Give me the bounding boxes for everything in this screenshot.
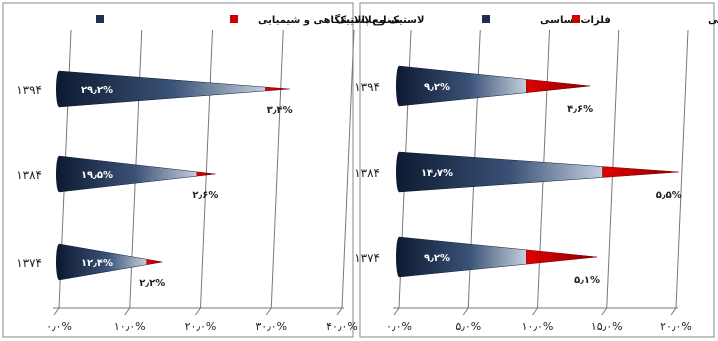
chart1-bar-segment-series1 <box>58 155 198 193</box>
chart2-legend-label: محصولات فلزی فابریکی <box>708 15 718 26</box>
chart1-tick-mark <box>195 307 201 316</box>
chart1-gridline <box>200 29 213 309</box>
chart1-x-tick-label: ۰٫۰% <box>46 320 72 333</box>
chart1-legend-label: لاستیک و پلاستیک <box>336 15 424 26</box>
chart2-bar-segment-series2 <box>602 166 679 178</box>
chart2-tick-mark <box>532 307 538 316</box>
chart1-data-label-series1: ۲۹٫۲% <box>81 85 113 96</box>
chart2-legend-swatch <box>572 15 580 23</box>
chart2-data-label-series1: ۱۴٫۷% <box>421 168 453 179</box>
chart2-data-label-series1: ۹٫۲% <box>424 82 450 93</box>
chart1-year-label: ۱۳۹۴ <box>16 83 42 97</box>
chart1-legend-label: صنایع پالایشگاهی و شیمیایی <box>258 13 401 26</box>
chart1-x-tick-label: ۲۰٫۰% <box>185 320 217 333</box>
chart1-bar-segment-series2 <box>196 171 216 177</box>
chart1-gridline <box>341 29 355 309</box>
chart1-data-label-series2: ۳٫۴% <box>267 105 293 116</box>
chart1-x-tick-label: ۱۰٫۰% <box>114 320 146 333</box>
chart1-tick-mark <box>53 307 60 316</box>
chart2-data-label-series1: ۹٫۲% <box>424 253 450 264</box>
chart1-legend-swatch <box>96 15 104 23</box>
chart1-data-label-series1: ۱۹٫۵% <box>81 170 113 181</box>
chart2-bar-segment-series1 <box>398 236 527 278</box>
chart2-year-label: ۱۳۹۴ <box>354 80 380 94</box>
chart2-bar-segment-series2 <box>526 79 591 93</box>
chart2-x-tick-label: ۰٫۰% <box>386 320 412 333</box>
chart2-tick-mark <box>601 307 608 316</box>
chart1-tick-mark <box>265 307 272 316</box>
chart1-x-tick-label: ۳۰٫۰% <box>255 320 287 333</box>
chart2-data-label-series2: ۴٫۶% <box>567 104 593 115</box>
chart2-x-tick-label: ۱۵٫۰% <box>591 320 623 333</box>
chart2-data-label-series2: ۵٫۱% <box>574 275 600 286</box>
chart1-data-label-series2: ۲٫۲% <box>139 278 165 289</box>
chart2-data-label-series2: ۵٫۵% <box>656 190 682 201</box>
chart1-data-label-series1: ۱۲٫۴% <box>81 258 113 269</box>
chart2-tick-mark <box>462 307 469 316</box>
chart2-bar-segment-series2 <box>526 249 598 265</box>
chart2-x-tick-label: ۵٫۰% <box>455 320 481 333</box>
chart2-gridline <box>675 29 689 309</box>
chart2-legend-swatch <box>482 15 490 23</box>
chart1-gridline <box>270 29 284 309</box>
chart1-tick-mark <box>124 307 131 316</box>
chart1-bar-segment-series2 <box>146 258 163 266</box>
right-panel-frame <box>359 2 715 338</box>
chart1-year-label: ۱۳۷۴ <box>16 256 42 270</box>
chart2-tick-mark <box>393 307 400 316</box>
chart2-x-tick-label: ۱۰٫۰% <box>522 320 554 333</box>
chart2-year-label: ۱۳۷۴ <box>354 251 380 265</box>
chart1-legend-swatch <box>230 15 238 23</box>
chart2-bar-segment-series1 <box>398 65 527 107</box>
chart2-year-label: ۱۳۸۴ <box>354 166 380 180</box>
chart1-tick-mark <box>336 307 343 316</box>
chart2-tick-mark <box>670 307 677 316</box>
chart2-x-tick-label: ۲۰٫۰% <box>660 320 692 333</box>
chart1-data-label-series2: ۲٫۶% <box>192 190 218 201</box>
left-panel-frame <box>2 2 354 338</box>
chart1-bar-segment-series2 <box>265 86 290 92</box>
chart1-x-tick-label: ۴۰٫۰% <box>326 320 358 333</box>
chart1-year-label: ۱۳۸۴ <box>16 168 42 182</box>
